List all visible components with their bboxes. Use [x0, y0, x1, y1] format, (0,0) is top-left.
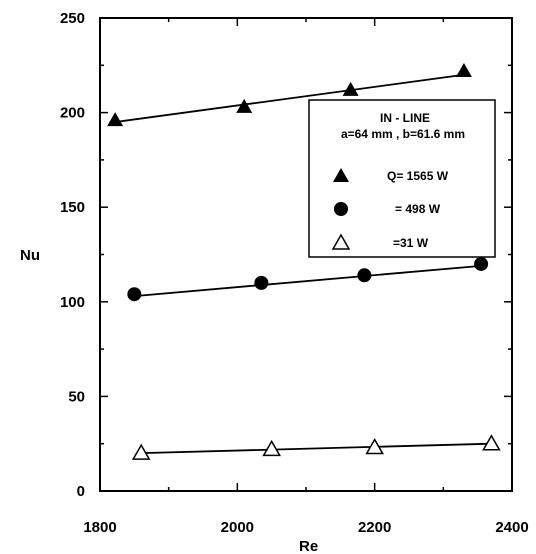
legend-marker-3: [331, 233, 351, 250]
legend-entry-2-label: = 498 W: [395, 202, 441, 216]
legend: IN - LINE a=64 mm , b=61.6 mm Q= 1565 W …: [308, 99, 496, 258]
legend-marker-1: [333, 168, 349, 182]
x-tick-label: 2200: [358, 519, 391, 536]
axis-ticks: [99, 17, 513, 492]
data-point-series-2: [474, 256, 489, 271]
data-point-series-3: [365, 437, 384, 455]
fit-line-series-1: [114, 73, 465, 123]
data-point-series-1: [342, 81, 359, 96]
legend-title-line1: IN - LINE: [380, 111, 430, 125]
data-points: [107, 62, 501, 460]
legend-markers: [331, 168, 351, 250]
y-tick-label: 100: [60, 294, 85, 311]
y-tick-label: 200: [60, 105, 85, 122]
legend-title-line2: a=64 mm , b=61.6 mm: [341, 127, 465, 141]
y-axis-label: Nu: [20, 247, 40, 264]
tick-labels: 1800 2000 2200 2400 0 50 100 150 200 250: [60, 10, 529, 536]
y-tick-label: 50: [68, 388, 85, 405]
y-tick-label: 150: [60, 199, 85, 216]
y-tick-label: 250: [60, 10, 85, 27]
data-point-series-3: [131, 443, 151, 460]
data-point-series-1: [107, 112, 124, 127]
data-point-series-2: [254, 275, 269, 290]
legend-marker-2: [334, 202, 348, 216]
x-tick-label: 2400: [495, 519, 528, 536]
legend-entry-1-label: Q= 1565 W: [387, 169, 449, 183]
data-point-series-1: [236, 98, 253, 113]
data-point-series-2: [127, 287, 142, 302]
x-axis-label: Re: [299, 538, 318, 554]
data-point-series-3: [482, 434, 501, 451]
data-point-series-3: [262, 439, 281, 457]
data-point-series-2: [357, 268, 372, 283]
fit-lines: [114, 73, 492, 455]
x-tick-label: 1800: [83, 519, 116, 536]
x-tick-label: 2000: [221, 519, 254, 536]
legend-entry-3-label: =31 W: [393, 236, 429, 250]
fit-line-series-2: [134, 264, 482, 298]
y-tick-label: 0: [77, 483, 85, 500]
data-point-series-1: [455, 62, 472, 77]
fit-line-series-3: [141, 442, 492, 455]
